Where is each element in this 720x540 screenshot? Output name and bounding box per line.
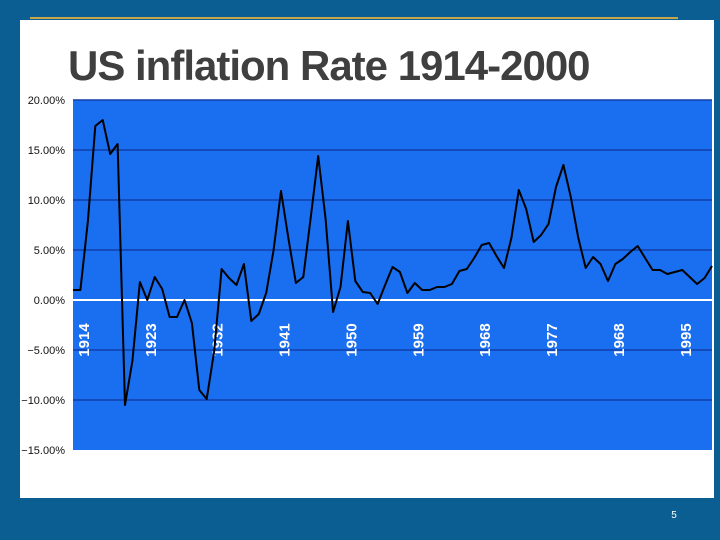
- y-tick-label: 0.00%: [34, 295, 65, 307]
- plot-area: [73, 100, 712, 450]
- right-frame-strip: [714, 20, 720, 498]
- x-tick-label: 1959: [410, 323, 427, 356]
- x-tick-label: 1995: [678, 323, 695, 356]
- x-axis-ticks: 1914 1923 1932 1941 1950 1959 1968 1977 1968 1995: [76, 323, 695, 357]
- title-accent-line: [30, 17, 678, 19]
- inflation-series-line: [73, 119, 713, 406]
- y-axis-ticks: 20.00% 15.00% 10.00% 5.00% 0.00% −5.00% −10.00…: [21, 95, 65, 457]
- bottom-bar: [0, 498, 720, 540]
- chart-title: US inflation Rate 1914-2000: [68, 42, 591, 89]
- x-tick-label: 1950: [343, 323, 360, 356]
- x-tick-label: 1932: [210, 323, 227, 356]
- gridlines: [73, 99, 712, 401]
- y-tick-label: −5.00%: [27, 345, 65, 357]
- y-tick-label: −15.00%: [21, 445, 65, 457]
- slide-number: 5: [671, 510, 677, 521]
- y-tick-label: −10.00%: [21, 395, 65, 407]
- x-tick-label: 1977: [544, 323, 561, 356]
- y-tick-label: 20.00%: [28, 95, 66, 107]
- x-tick-label: 1968: [477, 323, 494, 356]
- x-tick-label: 1914: [76, 323, 93, 357]
- y-tick-label: 10.00%: [28, 195, 66, 207]
- left-frame-strip: [0, 20, 20, 498]
- x-tick-label: 1941: [277, 323, 294, 356]
- top-bar: [0, 0, 720, 20]
- x-tick-label: 1923: [143, 323, 160, 356]
- y-tick-label: 5.00%: [34, 245, 65, 257]
- x-tick-label: 1968: [611, 323, 628, 356]
- y-tick-label: 15.00%: [28, 145, 66, 157]
